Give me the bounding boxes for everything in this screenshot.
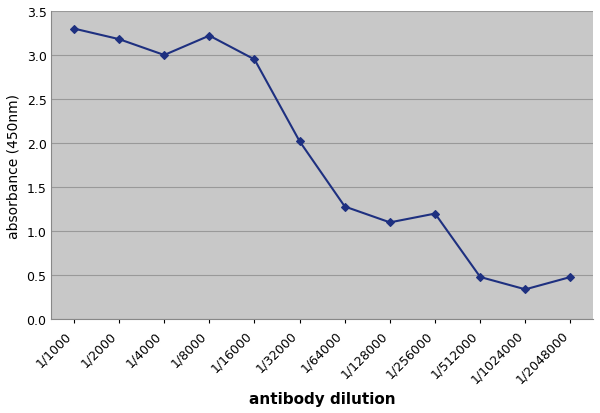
Y-axis label: absorbance (450nm): absorbance (450nm) — [7, 93, 21, 238]
X-axis label: antibody dilution: antibody dilution — [249, 391, 395, 406]
